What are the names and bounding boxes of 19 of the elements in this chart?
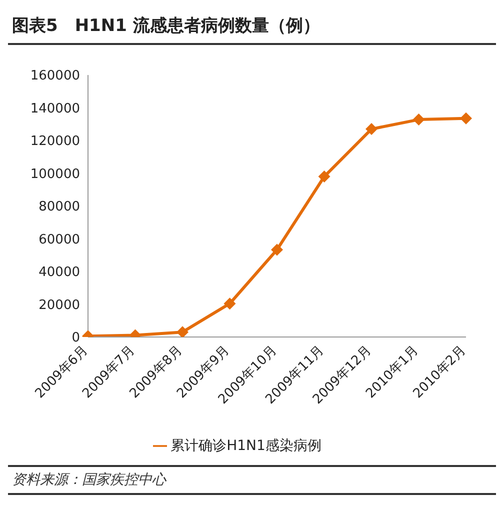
y-tick-label: 20000 (38, 298, 80, 313)
y-tick-label: 60000 (38, 232, 80, 248)
chart-title: 图表5 H1N1 流感患者病例数量（例） (8, 8, 496, 45)
point (366, 123, 378, 136)
y-tick-label: 0 (72, 330, 80, 346)
y-tick-label: 120000 (30, 134, 80, 150)
y-tick-label: 40000 (38, 265, 80, 280)
point (176, 326, 188, 337)
legend-label: 累计确诊H1N1感染病例 (170, 438, 322, 454)
point (460, 112, 472, 124)
y-tick-label: 80000 (38, 200, 80, 215)
point (412, 114, 425, 126)
y-tick-label: 140000 (30, 101, 80, 116)
point (224, 298, 236, 310)
y-tick-label: 160000 (30, 68, 80, 84)
text: 资料来源：国家疾控中心 (12, 472, 166, 488)
y-tick-label: 100000 (30, 166, 80, 182)
point (271, 244, 283, 256)
point (318, 170, 330, 183)
